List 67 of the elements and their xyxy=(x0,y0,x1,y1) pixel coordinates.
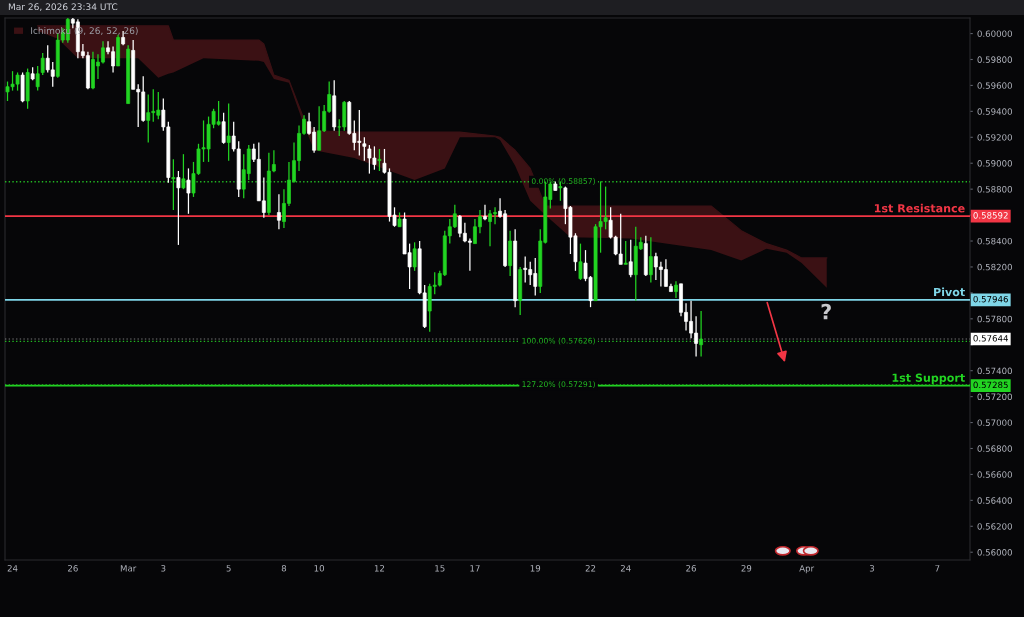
candlestick xyxy=(181,153,186,190)
x-tick-label: 19 xyxy=(530,565,541,572)
x-tick-label: 22 xyxy=(585,565,596,572)
y-tick-label: 0.59400 xyxy=(977,108,1012,115)
annotation: 0.57285 xyxy=(973,381,1008,389)
candlestick xyxy=(186,167,191,215)
candlestick xyxy=(146,93,151,144)
x-tick-label: 15 xyxy=(435,565,445,572)
y-tick-label: 0.58800 xyxy=(977,186,1012,193)
y-tick-label: 0.57000 xyxy=(977,419,1012,426)
candlestick xyxy=(628,239,633,278)
x-tick-label: 24 xyxy=(7,565,18,572)
candlestick xyxy=(578,242,583,281)
candlestick xyxy=(317,105,322,151)
chart-title: Mar 26, 2026 23:34 UTC xyxy=(8,3,118,12)
candlestick xyxy=(226,102,231,162)
candlestick xyxy=(40,52,45,76)
x-tick-label: 8 xyxy=(281,565,287,572)
x-tick-label: 24 xyxy=(620,565,631,572)
ref-line-label: Pivot xyxy=(934,287,965,297)
x-tick-label: 3 xyxy=(869,565,875,572)
y-tick-label: 0.58400 xyxy=(977,237,1012,245)
x-tick-label: 5 xyxy=(226,565,231,572)
annotation: ? xyxy=(821,303,831,320)
candlestick xyxy=(483,204,487,221)
y-tick-label: 0.57800 xyxy=(977,315,1012,323)
candlestick xyxy=(699,310,704,358)
x-tick-label: 10 xyxy=(314,565,325,572)
annotation: 0.57644 xyxy=(973,335,1009,342)
y-tick-label: 0.56400 xyxy=(977,497,1012,504)
candlestick xyxy=(623,240,628,265)
x-tick-label: 26 xyxy=(68,565,78,572)
candlestick xyxy=(377,148,382,172)
candlestick xyxy=(277,193,281,230)
y-tick-label: 0.60000 xyxy=(977,30,1012,37)
x-tick-label: 3 xyxy=(161,565,166,572)
x-tick-label: 29 xyxy=(741,565,752,572)
y-tick-label: 0.59600 xyxy=(977,82,1012,89)
y-tick-label: 0.56600 xyxy=(977,471,1012,478)
y-tick-label: 0.56200 xyxy=(977,523,1012,530)
candlestick xyxy=(648,236,653,284)
ref-line-label: 1st Resistance xyxy=(874,203,965,213)
y-tick-label: 0.57400 xyxy=(977,367,1012,375)
candlestick xyxy=(221,112,226,145)
y-tick-label: 0.59200 xyxy=(977,134,1012,141)
annotation: 0.58592 xyxy=(973,212,1008,219)
candlestick xyxy=(50,61,55,88)
x-tick-label: 26 xyxy=(686,565,696,572)
annotation: 0.57946 xyxy=(973,295,1008,303)
ref-line-label: 1st Support xyxy=(892,373,965,385)
y-tick-label: 0.56800 xyxy=(977,445,1012,452)
y-tick-label: 0.58200 xyxy=(977,263,1012,271)
x-tick-label: Mar xyxy=(120,565,137,572)
x-tick-label: 7 xyxy=(935,565,940,572)
candlestick xyxy=(523,255,528,284)
candlestick xyxy=(35,65,40,92)
y-tick-label: 0.59800 xyxy=(977,56,1012,63)
candlestick xyxy=(362,136,367,162)
candlestick xyxy=(171,158,176,211)
x-tick-label: 17 xyxy=(470,565,480,572)
y-tick-label: 0.59000 xyxy=(977,160,1012,167)
x-tick-label: Apr xyxy=(799,565,815,574)
y-tick-label: 0.57200 xyxy=(977,393,1012,401)
y-tick-label: 0.56000 xyxy=(977,549,1012,556)
candlestick xyxy=(176,170,181,246)
x-tick-label: 12 xyxy=(374,565,385,572)
candlestick xyxy=(412,241,417,272)
